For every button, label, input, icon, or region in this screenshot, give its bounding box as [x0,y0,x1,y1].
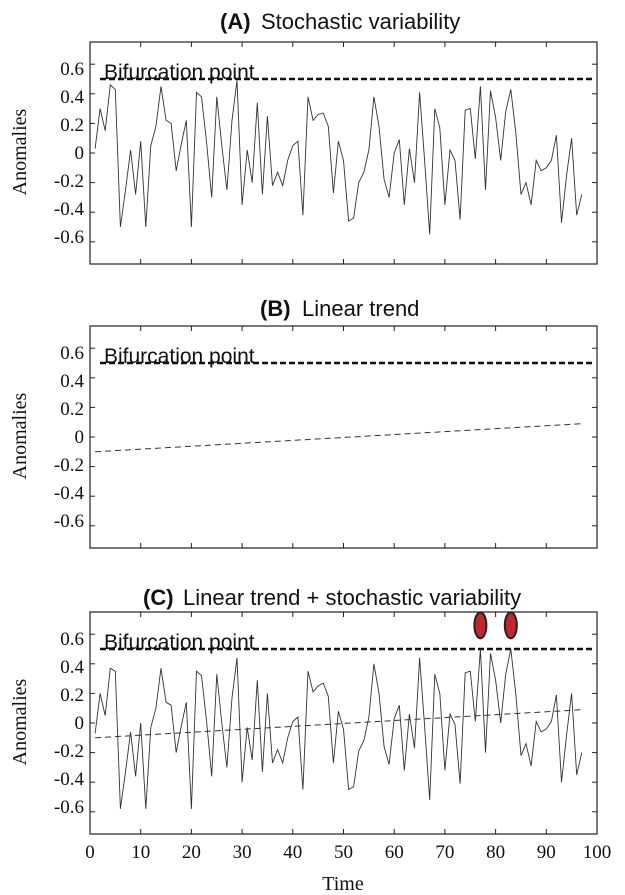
panel-c-xtick: 10 [131,842,150,863]
panel-b-trend-line [95,423,582,453]
panel-b: (B) Linear trend Anomalies 0.6 0.4 0.2 0… [9,296,598,549]
panel-c-bifurcation-label: Bifurcation point [104,631,255,654]
panel-a-ylabel: Anomalies [9,108,31,195]
panel-c-exceedance-marker [503,611,518,640]
panel-c-xtick: 20 [182,842,201,863]
panel-c-trend-line [95,709,582,739]
panel-c-xtick: 0 [85,842,95,863]
panel-c-series-line [94,648,583,809]
panel-b-ytick: -0.6 [54,511,84,532]
panel-c-xtick: 100 [583,842,612,863]
panel-c-plot [89,611,598,835]
panel-a-yticks: 0.6 0.4 0.2 0 -0.2 -0.4 -0.6 [54,59,85,248]
panel-c-xtick: 80 [486,842,505,863]
panel-c-xticks: 0 10 20 30 40 50 60 70 80 90 100 [85,842,611,863]
panel-b-bifurcation-label: Bifurcation point [104,345,255,368]
panel-b-ytick: 0 [75,427,85,448]
panel-a-bifurcation-label: Bifurcation point [104,61,255,84]
panel-c-ytick: 0 [75,713,85,734]
panel-c-title: Linear trend + stochastic variability [183,585,521,610]
panel-a-ytick: -0.2 [54,171,84,192]
panel-c-xtick: 40 [283,842,302,863]
panel-c-xtick: 60 [385,842,404,863]
panel-c-ytick: 0.4 [60,657,84,678]
panel-c-ytick: -0.2 [54,741,84,762]
panel-b-plot [89,325,598,549]
panel-a-series-line [94,80,583,235]
panel-a-ytick: -0.4 [54,199,85,220]
panel-b-ytick: 0.6 [60,343,84,364]
panel-a-ytick: 0.6 [60,59,84,80]
panel-a-ytick: 0.4 [60,87,84,108]
panel-c: (C) Linear trend + stochastic variabilit… [9,585,611,895]
panel-a-ytick: 0.2 [60,115,84,136]
panel-c-ytick: 0.2 [60,685,84,706]
panel-c-xlabel: Time [322,873,364,895]
panel-c-exceedance-marker [473,611,488,640]
panel-a-label: (A) [220,9,251,34]
panel-b-yticks: 0.6 0.4 0.2 0 -0.2 -0.4 -0.6 [54,343,85,532]
panel-a-plot [89,41,598,265]
panel-b-title: Linear trend [302,296,419,321]
panel-c-ytick: -0.6 [54,797,84,818]
panel-a: (A) Stochastic variability Anomalies 0.6… [9,9,598,265]
panel-c-ytick: -0.4 [54,769,85,790]
panel-c-xtick: 50 [334,842,353,863]
panel-a-title: Stochastic variability [261,9,460,34]
panel-b-ytick: 0.4 [60,371,84,392]
panel-c-ylabel: Anomalies [9,678,31,765]
panel-c-yticks: 0.6 0.4 0.2 0 -0.2 -0.4 -0.6 [54,629,85,818]
panel-a-ytick: -0.6 [54,227,84,248]
panel-a-ytick: 0 [75,143,85,164]
panel-b-ytick: 0.2 [60,399,84,420]
panel-b-ytick: -0.4 [54,483,85,504]
panel-c-ytick: 0.6 [60,629,84,650]
panel-b-label: (B) [260,296,291,321]
panel-c-xtick: 90 [537,842,556,863]
panel-b-ytick: -0.2 [54,455,84,476]
panel-c-xtick: 70 [435,842,454,863]
panel-b-ylabel: Anomalies [9,392,31,479]
panel-c-label: (C) [143,585,174,610]
panel-c-xtick: 30 [233,842,252,863]
